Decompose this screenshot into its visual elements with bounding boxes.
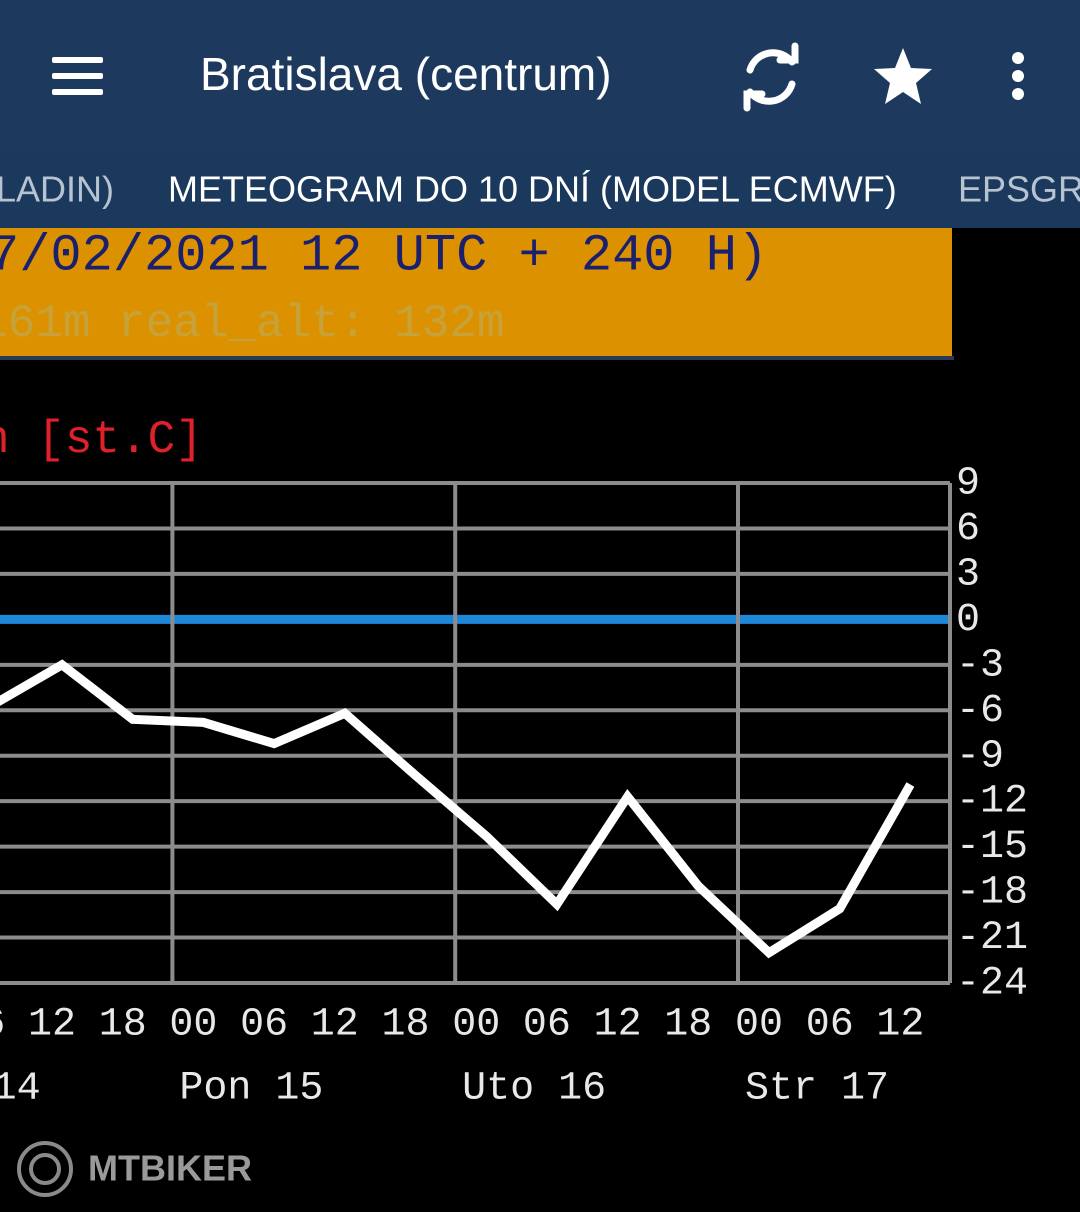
y-tick-label: -12 xyxy=(956,780,1028,825)
y-tick-label: -3 xyxy=(956,643,1004,688)
day-label: Pon 15 xyxy=(179,1067,323,1112)
y-tick-label: 9 xyxy=(956,462,980,507)
refresh-button[interactable] xyxy=(743,42,799,112)
x-tick-label: 06 xyxy=(240,1003,288,1048)
y-tick-label: -9 xyxy=(956,734,1004,779)
x-tick-label: 00 xyxy=(735,1003,783,1048)
y-tick-label: -24 xyxy=(956,962,1028,1007)
day-label: 14 xyxy=(0,1067,41,1112)
watermark-logo xyxy=(17,1141,73,1197)
y-tick-label: 0 xyxy=(956,598,980,643)
day-label: Uto 16 xyxy=(462,1067,606,1112)
tab[interactable]: EPSGRA xyxy=(958,169,1080,210)
tab-bar xyxy=(0,152,1080,228)
banner-line: 7/02/2021 12 UTC + 240 H) xyxy=(0,227,768,286)
x-tick-label: 12 xyxy=(594,1003,642,1048)
x-tick-label: 12 xyxy=(876,1003,924,1048)
watermark: MTBIKER xyxy=(88,1148,252,1189)
x-tick-label: 00 xyxy=(169,1003,217,1048)
banner xyxy=(0,228,952,358)
y-tick-label: 6 xyxy=(956,507,980,552)
tab[interactable]: LADIN) xyxy=(0,169,114,210)
banner-edge xyxy=(0,356,954,360)
temperature-line xyxy=(0,659,915,959)
more-button[interactable] xyxy=(1012,52,1024,100)
x-tick-label: 00 xyxy=(452,1003,500,1048)
favorite-button[interactable] xyxy=(874,48,932,104)
x-tick-label: 12 xyxy=(311,1003,359,1048)
tab-active[interactable]: METEOGRAM DO 10 DNÍ (MODEL ECMWF) xyxy=(168,169,897,210)
x-tick-label: 06 xyxy=(806,1003,854,1048)
x-tick-label: 06 xyxy=(523,1003,571,1048)
x-tick-label: 18 xyxy=(99,1003,147,1048)
y-axis-label: n [st.C] xyxy=(0,414,203,466)
y-tick-label: -18 xyxy=(956,871,1028,916)
menu-button[interactable] xyxy=(52,57,103,95)
x-tick-label: 06 xyxy=(0,1003,5,1048)
x-tick-label: 12 xyxy=(28,1003,76,1048)
y-tick-label: -21 xyxy=(956,916,1028,961)
y-tick-label: -6 xyxy=(956,689,1004,734)
day-label: Str 17 xyxy=(745,1067,889,1112)
x-tick-label: 18 xyxy=(381,1003,429,1048)
app-title: Bratislava (centrum) xyxy=(200,48,612,100)
y-tick-label: 3 xyxy=(956,552,980,597)
x-tick-label: 18 xyxy=(664,1003,712,1048)
banner-line: 161m real_alt: 132m xyxy=(0,298,505,350)
y-tick-label: -15 xyxy=(956,825,1028,870)
